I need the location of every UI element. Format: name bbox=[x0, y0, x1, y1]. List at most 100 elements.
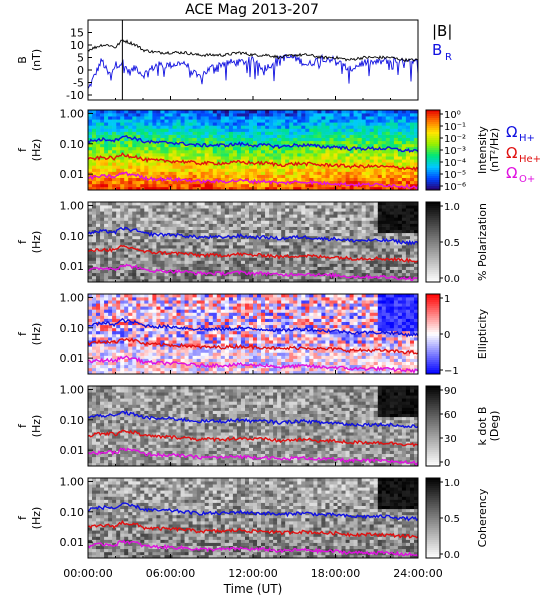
spectrogram-cell bbox=[180, 242, 185, 246]
spectrogram-cell bbox=[192, 159, 197, 163]
spectrogram-cell bbox=[257, 168, 262, 172]
spectrogram-cell bbox=[116, 251, 121, 255]
spectrogram-cell bbox=[108, 370, 113, 375]
spectrogram-cell bbox=[245, 119, 250, 123]
spectrogram-cell bbox=[353, 245, 358, 249]
spectrogram-cell bbox=[385, 156, 391, 160]
spectrogram-cell bbox=[224, 226, 230, 230]
spectrogram-cell bbox=[176, 128, 181, 132]
spectrogram-cell bbox=[124, 315, 129, 319]
spectrogram-cell bbox=[116, 183, 121, 188]
spectrogram-cell bbox=[224, 177, 230, 182]
spectrogram-cell bbox=[100, 294, 105, 298]
spectrogram-cell bbox=[293, 269, 298, 274]
spectrogram-cell bbox=[261, 220, 266, 224]
spectrogram-cell bbox=[140, 119, 145, 123]
spectrogram-cell bbox=[414, 143, 419, 148]
spectrogram-cell bbox=[301, 168, 306, 172]
spectrogram-cell bbox=[132, 159, 137, 163]
spectrogram-cell bbox=[144, 254, 149, 258]
spectrogram-cell bbox=[88, 294, 93, 298]
spectrogram-cell bbox=[172, 159, 177, 163]
spectrogram-cell bbox=[96, 119, 101, 123]
spectrogram-cell bbox=[112, 110, 117, 114]
spectrogram-cell bbox=[168, 134, 173, 138]
spectrogram-cell bbox=[249, 245, 254, 249]
spectrogram-cell bbox=[353, 140, 358, 145]
spectrogram-cell bbox=[349, 125, 354, 129]
spectrogram-cell bbox=[333, 177, 338, 182]
spectrogram-cell bbox=[220, 150, 226, 154]
spectrogram-cell bbox=[140, 364, 145, 369]
spectrogram-cell bbox=[160, 146, 165, 151]
spectrogram-cell bbox=[172, 171, 177, 175]
spectrogram-cell bbox=[176, 242, 181, 246]
spectrogram-cell bbox=[361, 153, 367, 157]
spectrogram-cell bbox=[184, 220, 189, 224]
spectrogram-cell bbox=[200, 260, 206, 264]
spectrogram-cell bbox=[188, 128, 193, 132]
spectrogram-cell bbox=[333, 146, 338, 151]
spectrogram-cell bbox=[341, 116, 346, 120]
spectrogram-cell bbox=[124, 202, 129, 206]
spectrogram-cell bbox=[160, 364, 165, 369]
spectrogram-cell bbox=[389, 217, 395, 221]
spectrogram-cell bbox=[232, 146, 238, 151]
spectrogram-cell bbox=[317, 260, 322, 264]
spectrogram-cell bbox=[341, 125, 346, 129]
spectrogram-cell bbox=[393, 251, 399, 255]
spectrogram-cell bbox=[329, 168, 334, 172]
spectrogram-cell bbox=[414, 220, 419, 224]
spectrogram-cell bbox=[240, 260, 246, 264]
spectrogram-cell bbox=[369, 174, 375, 178]
spectrogram-cell bbox=[257, 245, 262, 249]
spectrogram-cell bbox=[365, 226, 371, 230]
spectrogram-cell bbox=[317, 186, 322, 191]
spectrogram-cell bbox=[144, 355, 149, 359]
spectrogram-cell bbox=[349, 159, 354, 163]
spectrogram-cell bbox=[92, 275, 97, 280]
spectrogram-cell bbox=[393, 143, 399, 148]
spectrogram-cell bbox=[108, 153, 113, 157]
spectrogram-cell bbox=[397, 128, 403, 132]
spectrogram-cell bbox=[216, 150, 222, 154]
spectrogram-cell bbox=[168, 128, 173, 132]
spectrogram-cell bbox=[345, 205, 350, 209]
spectrogram-cell bbox=[220, 205, 226, 209]
spectrogram-cell bbox=[261, 205, 266, 209]
spectrogram-cell bbox=[414, 113, 419, 117]
spectrogram-cell bbox=[325, 165, 330, 169]
spectrogram-cell bbox=[365, 131, 371, 135]
spectrogram-cell bbox=[200, 134, 206, 138]
spectrogram-cell bbox=[365, 150, 371, 154]
spectrogram-cell bbox=[100, 211, 105, 215]
spectrogram-cell bbox=[393, 159, 399, 163]
spectrogram-cell bbox=[293, 245, 298, 249]
spectrogram-cell bbox=[96, 364, 101, 369]
spectrogram-cell bbox=[414, 254, 419, 258]
spectrogram-cell bbox=[414, 242, 419, 246]
spectrogram-cell bbox=[397, 159, 403, 163]
spectrogram-cell bbox=[192, 208, 197, 212]
spectrogram-cell bbox=[249, 202, 254, 206]
spectrogram-cell bbox=[289, 275, 294, 280]
spectrogram-cell bbox=[100, 251, 105, 255]
spectrogram-cell bbox=[204, 208, 210, 212]
spectrogram-cell bbox=[168, 367, 173, 372]
spectrogram-cell bbox=[148, 346, 153, 350]
spectrogram-cell bbox=[329, 205, 334, 209]
spectrogram-cell bbox=[112, 257, 117, 261]
spectrogram-cell bbox=[88, 113, 93, 117]
spectrogram-cell bbox=[414, 214, 419, 218]
spectrogram-cell bbox=[200, 174, 206, 178]
spectrogram-cell bbox=[357, 254, 362, 258]
spectrogram-cell bbox=[357, 153, 362, 157]
spectrogram-cell bbox=[301, 242, 306, 246]
spectrogram-cell bbox=[212, 226, 218, 230]
spectrogram-cell bbox=[152, 211, 157, 215]
spectrogram-cell bbox=[325, 146, 330, 151]
spectrogram-cell bbox=[317, 131, 322, 135]
spectrogram-cell bbox=[108, 303, 113, 307]
spectrogram-cell bbox=[136, 278, 141, 283]
spectrogram-cell bbox=[277, 238, 282, 243]
